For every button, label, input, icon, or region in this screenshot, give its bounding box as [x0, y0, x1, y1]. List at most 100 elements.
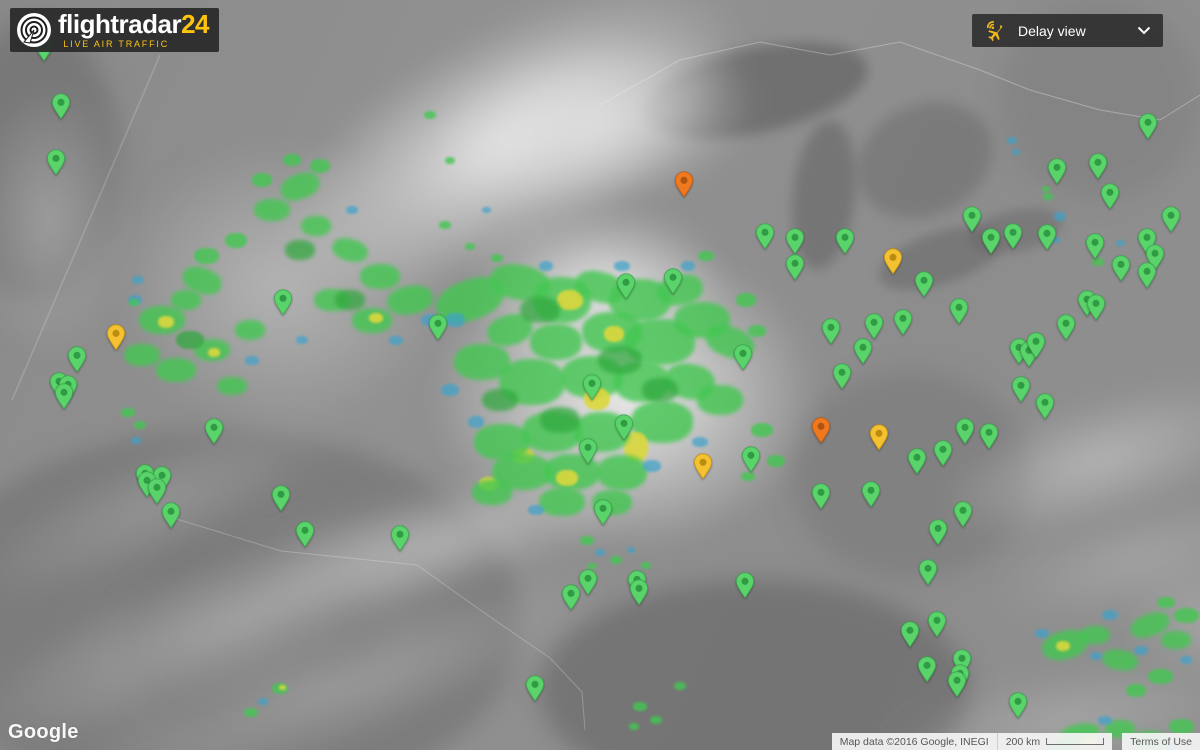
airport-delay-marker-on-time[interactable]	[561, 584, 581, 611]
airport-delay-marker-on-time[interactable]	[755, 223, 775, 250]
weather-radar-blob	[441, 384, 459, 396]
weather-radar-blob	[481, 207, 491, 213]
chevron-down-icon[interactable]	[1137, 26, 1151, 35]
airport-delay-marker-on-time[interactable]	[67, 346, 87, 373]
weather-radar-blob	[1161, 631, 1191, 649]
airport-delay-marker-on-time[interactable]	[979, 423, 999, 450]
airport-delay-marker-on-time[interactable]	[907, 448, 927, 475]
airport-delay-marker-on-time[interactable]	[1111, 255, 1131, 282]
weather-radar-blob	[389, 335, 403, 345]
terms-of-use-link[interactable]: Terms of Use	[1122, 733, 1200, 750]
airport-delay-marker-on-time[interactable]	[1047, 158, 1067, 185]
delay-view-dropdown[interactable]: Delay view	[972, 14, 1163, 47]
weather-radar-blob	[225, 232, 247, 248]
airport-delay-marker-on-time[interactable]	[616, 273, 636, 300]
airport-delay-marker-on-time[interactable]	[933, 440, 953, 467]
airport-delay-marker-on-time[interactable]	[1037, 224, 1057, 251]
airport-delay-marker-on-time[interactable]	[614, 414, 634, 441]
airport-delay-marker-on-time[interactable]	[949, 298, 969, 325]
airport-delay-marker-on-time[interactable]	[785, 228, 805, 255]
airport-delay-marker-on-time[interactable]	[582, 374, 602, 401]
airport-delay-marker-on-time[interactable]	[161, 502, 181, 529]
flightradar24-logo[interactable]: flightradar24 LIVE AIR TRAFFIC	[10, 8, 219, 52]
airport-delay-marker-on-time[interactable]	[271, 485, 291, 512]
airport-delay-marker-on-time[interactable]	[741, 446, 761, 473]
airport-delay-marker-on-time[interactable]	[1003, 223, 1023, 250]
airport-delay-marker-on-time[interactable]	[835, 228, 855, 255]
airport-delay-marker-on-time[interactable]	[137, 471, 157, 498]
airport-delay-marker-on-time[interactable]	[955, 418, 975, 445]
airport-delay-marker-on-time[interactable]	[785, 254, 805, 281]
airport-delay-marker-on-time[interactable]	[46, 149, 66, 176]
airport-delay-marker-on-time[interactable]	[914, 271, 934, 298]
airport-delay-marker-on-time[interactable]	[832, 363, 852, 390]
weather-radar-blob	[1042, 186, 1050, 192]
airport-delay-marker-on-time[interactable]	[295, 521, 315, 548]
weather-radar-blob	[278, 684, 286, 690]
airport-delay-marker-on-time[interactable]	[821, 318, 841, 345]
airport-delay-marker-on-time[interactable]	[54, 383, 74, 410]
weather-radar-blob	[580, 535, 594, 545]
weather-radar-blob	[369, 313, 383, 323]
airport-delay-marker-on-time[interactable]	[1086, 294, 1106, 321]
airport-delay-marker-on-time[interactable]	[981, 228, 1001, 255]
airport-delay-marker-on-time[interactable]	[962, 206, 982, 233]
airport-delay-marker-on-time[interactable]	[927, 611, 947, 638]
airport-delay-marker-on-time[interactable]	[733, 344, 753, 371]
airport-delay-marker-on-time[interactable]	[390, 525, 410, 552]
airport-delay-marker-minor-delays[interactable]	[869, 424, 889, 451]
airport-delay-marker-on-time[interactable]	[947, 671, 967, 698]
airport-delay-marker-on-time[interactable]	[1138, 113, 1158, 140]
airport-delay-marker-on-time[interactable]	[811, 483, 831, 510]
airport-delay-marker-on-time[interactable]	[578, 569, 598, 596]
weather-radar-blob	[697, 385, 743, 415]
map-data-credit: Map data ©2016 Google, INEGI	[831, 733, 997, 750]
airport-delay-marker-on-time[interactable]	[273, 289, 293, 316]
airport-delay-marker-on-time[interactable]	[735, 572, 755, 599]
airport-delay-marker-on-time[interactable]	[893, 309, 913, 336]
airport-delay-marker-major-delays[interactable]	[674, 171, 694, 198]
airport-delay-marker-on-time[interactable]	[917, 656, 937, 683]
weather-radar-blob	[296, 336, 308, 344]
airport-delay-marker-on-time[interactable]	[204, 418, 224, 445]
airport-delay-marker-minor-delays[interactable]	[106, 324, 126, 351]
airport-delay-marker-on-time[interactable]	[864, 313, 884, 340]
airport-delay-marker-on-time[interactable]	[928, 519, 948, 546]
airport-delay-marker-on-time[interactable]	[900, 621, 920, 648]
weather-radar-blob	[748, 325, 766, 337]
airport-delay-marker-on-time[interactable]	[51, 93, 71, 120]
airport-delay-marker-on-time[interactable]	[953, 501, 973, 528]
airport-delay-marker-minor-delays[interactable]	[883, 248, 903, 275]
weather-radar-blob	[1090, 652, 1102, 660]
airport-delay-marker-on-time[interactable]	[1161, 206, 1181, 233]
airport-delay-marker-on-time[interactable]	[1085, 233, 1105, 260]
airport-delay-marker-on-time[interactable]	[853, 338, 873, 365]
airport-delay-marker-on-time[interactable]	[1088, 153, 1108, 180]
google-watermark: Google	[8, 721, 79, 743]
airport-delay-marker-on-time[interactable]	[593, 499, 613, 526]
weather-radar-blob	[556, 470, 578, 486]
airport-delay-marker-on-time[interactable]	[1100, 183, 1120, 210]
weather-radar-blob	[360, 263, 400, 289]
airport-delay-marker-on-time[interactable]	[1011, 376, 1031, 403]
airport-delay-marker-on-time[interactable]	[578, 438, 598, 465]
airport-delay-marker-on-time[interactable]	[1056, 314, 1076, 341]
airport-delay-marker-on-time[interactable]	[918, 559, 938, 586]
airport-delay-marker-on-time[interactable]	[861, 481, 881, 508]
weather-radar-blob	[650, 716, 662, 724]
airport-delay-marker-on-time[interactable]	[1026, 332, 1046, 359]
airport-delay-marker-minor-delays[interactable]	[693, 453, 713, 480]
airport-delay-marker-on-time[interactable]	[629, 579, 649, 606]
airport-delay-marker-on-time[interactable]	[663, 268, 683, 295]
airport-delay-marker-on-time[interactable]	[1035, 393, 1055, 420]
weather-radar-blob	[598, 346, 642, 374]
airport-delay-marker-on-time[interactable]	[525, 675, 545, 702]
airport-delay-marker-on-time[interactable]	[147, 478, 167, 505]
airport-delay-marker-on-time[interactable]	[1137, 262, 1157, 289]
airport-delay-marker-major-delays[interactable]	[811, 417, 831, 444]
airport-delay-marker-on-time[interactable]	[1008, 692, 1028, 719]
airport-delay-marker-on-time[interactable]	[428, 314, 448, 341]
